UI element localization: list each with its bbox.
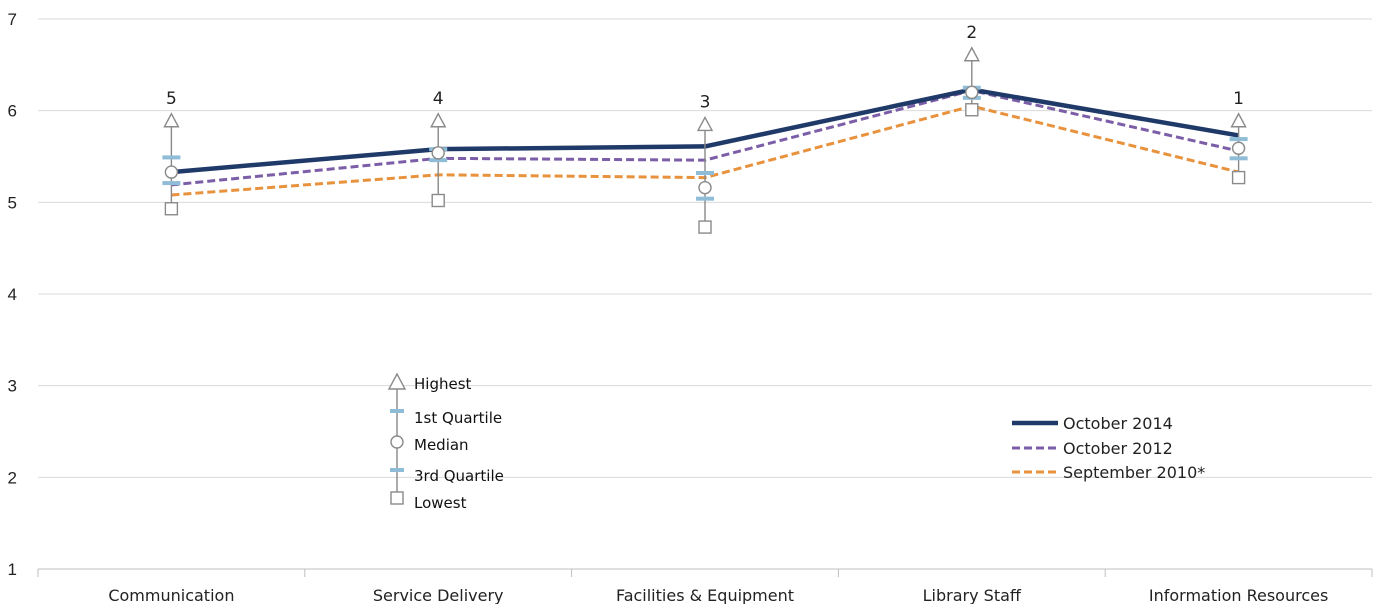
q3-marker	[1229, 156, 1248, 161]
x-category-label: Information Resources	[1149, 586, 1328, 604]
x-axis: Communication Service Delivery Facilities …	[37, 568, 1373, 604]
y-tick-label-2: 2	[8, 468, 17, 487]
lowest-marker-icon	[390, 491, 404, 505]
x-category-label: Communication	[108, 586, 234, 604]
rank-labels: 5 4 3 2 1	[166, 23, 1244, 113]
y-tick-label-7: 7	[8, 10, 17, 29]
rank-label: 5	[166, 89, 177, 109]
median-marker	[965, 85, 979, 100]
q3-marker	[696, 196, 714, 201]
lowest-marker	[1231, 170, 1246, 185]
q1-marker	[696, 171, 714, 175]
legend-label-september-2010: September 2010*	[1063, 463, 1205, 482]
median-marker	[1231, 141, 1246, 155]
highest-marker-icon	[387, 372, 407, 390]
q3-marker-icon	[390, 468, 404, 472]
y-tick-label-6: 6	[8, 102, 17, 121]
y-tick-label-4: 4	[8, 285, 17, 304]
y-tick-label-3: 3	[8, 377, 17, 396]
q1-marker-icon	[390, 409, 404, 413]
median-marker	[164, 165, 179, 179]
median-marker	[698, 180, 712, 195]
legend-lowest-label: Lowest	[414, 494, 467, 512]
q3-marker	[429, 158, 448, 163]
lowest-marker	[431, 193, 445, 208]
y-tick-label-1: 1	[8, 560, 17, 579]
median-marker-icon	[390, 435, 404, 449]
highest-marker	[163, 112, 180, 128]
rank-label: 1	[1233, 89, 1244, 109]
y-tick-label-5: 5	[8, 193, 17, 212]
lowest-marker	[164, 202, 179, 216]
rank-label: 2	[966, 23, 977, 43]
legend-median-label: Median	[414, 436, 469, 454]
highest-marker	[963, 46, 980, 62]
rank-label: 4	[433, 89, 444, 109]
median-marker	[431, 146, 445, 160]
rank-label: 3	[700, 92, 711, 112]
q1-marker	[1229, 137, 1248, 142]
y-axis-tick-labels: 1 2 3 4 5 6 7	[8, 10, 17, 579]
legend-highest-label: Highest	[414, 375, 472, 393]
legend-label-october-2014: October 2014	[1063, 414, 1173, 433]
highest-marker	[696, 115, 714, 132]
x-category-label: Library Staff	[923, 586, 1022, 604]
highest-marker	[430, 112, 447, 128]
distribution-markers	[162, 46, 1248, 234]
lowest-marker	[965, 103, 979, 117]
q3-marker	[162, 181, 181, 186]
lowest-marker	[698, 220, 712, 234]
marker-legend: Highest 1st Quartile Median 3rd Quartile…	[387, 372, 504, 512]
x-category-label: Facilities & Equipment	[616, 586, 794, 604]
series-legend: October 2014 October 2012 September 2010…	[1012, 414, 1205, 482]
legend-label-october-2012: October 2012	[1063, 439, 1173, 458]
q1-marker	[162, 155, 181, 160]
legend-q3-label: 3rd Quartile	[414, 467, 504, 485]
highest-marker	[1230, 112, 1247, 128]
x-category-label: Service Delivery	[373, 586, 504, 604]
legend-q1-label: 1st Quartile	[414, 409, 502, 427]
